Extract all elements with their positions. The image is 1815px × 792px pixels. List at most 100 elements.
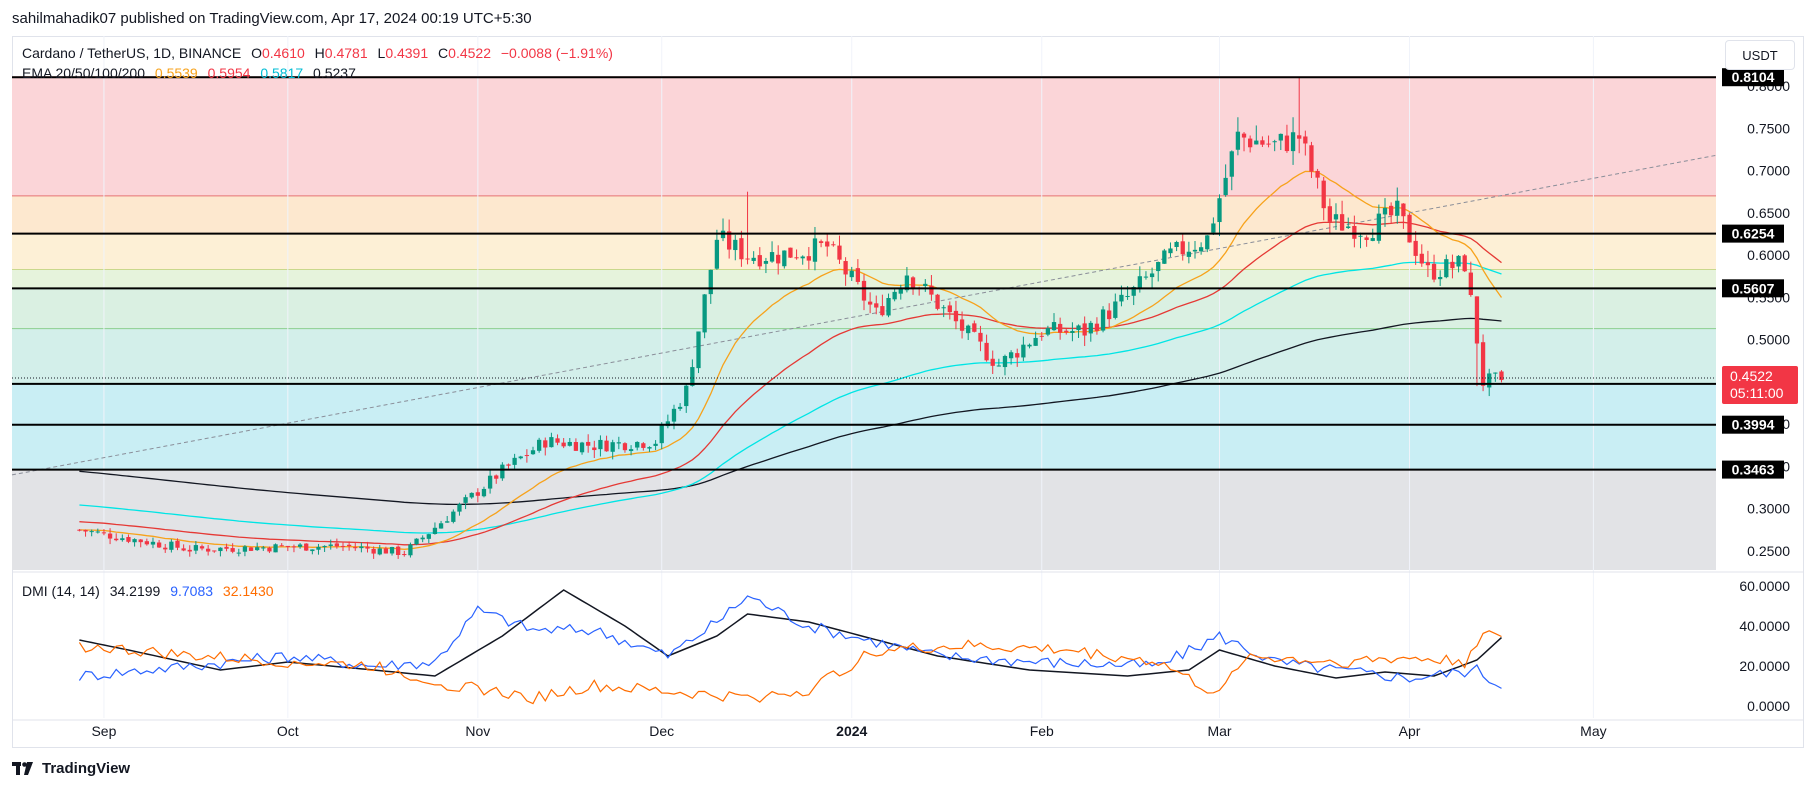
- candle-body: [861, 280, 867, 301]
- candle-body: [205, 548, 211, 552]
- ema100-value: 0.5817: [260, 65, 304, 81]
- candle-body: [506, 464, 511, 466]
- price-label-text: 0.8104: [1732, 69, 1775, 85]
- symbol-name: Cardano / TetherUS, 1D, BINANCE: [22, 45, 242, 61]
- candle-body: [769, 252, 775, 262]
- price-tick-label: 0.5000: [1747, 332, 1790, 348]
- candle-body: [776, 254, 781, 264]
- candle-body: [843, 261, 848, 275]
- candle-body: [175, 540, 180, 548]
- candle-body: [592, 447, 597, 451]
- publisher-line: sahilmahadik07 published on TradingView.…: [12, 10, 532, 27]
- candle-body: [616, 442, 621, 444]
- price-label-box: [1722, 460, 1784, 479]
- candle-body: [322, 545, 327, 548]
- candle-body: [941, 307, 946, 309]
- symbol-legend[interactable]: Cardano / TetherUS, 1D, BINANCE O0.4610 …: [22, 45, 625, 61]
- candle-body: [1002, 355, 1008, 368]
- countdown-text: 05:11:00: [1730, 385, 1784, 401]
- time-tick-label: Mar: [1207, 723, 1231, 739]
- candle-body: [1395, 200, 1400, 216]
- candle-body: [438, 523, 444, 529]
- candle-body: [1033, 337, 1038, 346]
- candle-body: [475, 492, 480, 496]
- candle-body: [892, 291, 897, 300]
- candle-body: [334, 543, 340, 547]
- candle-body: [512, 457, 517, 465]
- candle-body: [1456, 255, 1461, 267]
- candle-body: [426, 534, 431, 539]
- ema20-value: 0.5539: [154, 65, 198, 81]
- di-plus-line: [78, 595, 1502, 689]
- time-tick-label: May: [1580, 723, 1606, 739]
- price-label-box: [1722, 415, 1784, 434]
- candle-body: [138, 539, 143, 543]
- candle-body: [904, 275, 910, 291]
- candle-body: [966, 325, 971, 334]
- candle-body: [469, 492, 474, 498]
- candle-body: [635, 441, 640, 448]
- candle-body: [1223, 177, 1228, 196]
- candle-body: [837, 245, 842, 260]
- price-tick-label: 0.2500: [1747, 543, 1790, 559]
- candle-body: [1070, 330, 1075, 333]
- candle-body: [1088, 322, 1093, 334]
- candles: [77, 77, 1504, 559]
- candle-body: [402, 554, 407, 556]
- candle-body: [659, 425, 664, 444]
- candle-body: [1192, 249, 1198, 252]
- candle-body: [1119, 294, 1124, 302]
- dmi-legend[interactable]: DMI (14, 14) 34.2199 9.7083 32.1430: [22, 583, 280, 599]
- dmi-label: DMI (14, 14): [22, 583, 100, 599]
- candle-body: [316, 546, 321, 550]
- candle-body: [972, 323, 977, 332]
- candle-body: [1205, 235, 1210, 250]
- candle-body: [880, 306, 885, 316]
- candle-body: [1309, 145, 1314, 172]
- candle-body: [671, 408, 677, 422]
- candle-body: [279, 545, 284, 547]
- candle-body: [641, 443, 646, 448]
- tradingview-mark-icon: [12, 761, 36, 776]
- candle-body: [1278, 133, 1283, 141]
- candle-body: [261, 547, 266, 549]
- price-label-text: 0.3994: [1732, 417, 1775, 433]
- ema200-line: [79, 317, 1502, 506]
- candle-body: [163, 547, 168, 550]
- candle-body: [714, 239, 720, 269]
- candle-body: [297, 544, 303, 547]
- candle-body: [1339, 214, 1345, 231]
- candle-body: [144, 541, 149, 545]
- time-tick-label: Oct: [277, 723, 299, 739]
- candle-body: [727, 231, 732, 250]
- candle-body: [1431, 263, 1437, 280]
- candle-body: [849, 270, 854, 278]
- candle-body: [1462, 255, 1467, 272]
- candle-body: [77, 529, 82, 531]
- candle-body: [604, 440, 609, 452]
- ema-legend[interactable]: EMA 20/50/100/200 0.5539 0.5954 0.5817 0…: [22, 65, 362, 81]
- candle-body: [653, 443, 658, 446]
- candle-body: [187, 549, 192, 552]
- candle-body: [1438, 276, 1443, 280]
- candle-body: [929, 285, 934, 295]
- candle-body: [647, 447, 652, 449]
- candle-body: [126, 537, 131, 542]
- candle-body: [396, 546, 401, 555]
- currency-button[interactable]: USDT: [1725, 40, 1795, 70]
- dmi-panel: 0.0000 20.0000 40.0000 60.0000: [78, 578, 1790, 714]
- candle-body: [212, 550, 217, 552]
- candle-body: [757, 255, 762, 267]
- candle-body: [432, 527, 438, 535]
- candle-body: [1186, 251, 1192, 257]
- candle-body: [1352, 226, 1357, 239]
- candle-body: [1082, 323, 1087, 336]
- candle-body: [990, 358, 995, 366]
- ema-lines: [11, 154, 1717, 550]
- candle-body: [898, 288, 903, 294]
- candle-body: [1297, 135, 1302, 139]
- candle-body: [1107, 310, 1112, 320]
- candle-body: [1021, 344, 1026, 358]
- candle-body: [371, 548, 376, 554]
